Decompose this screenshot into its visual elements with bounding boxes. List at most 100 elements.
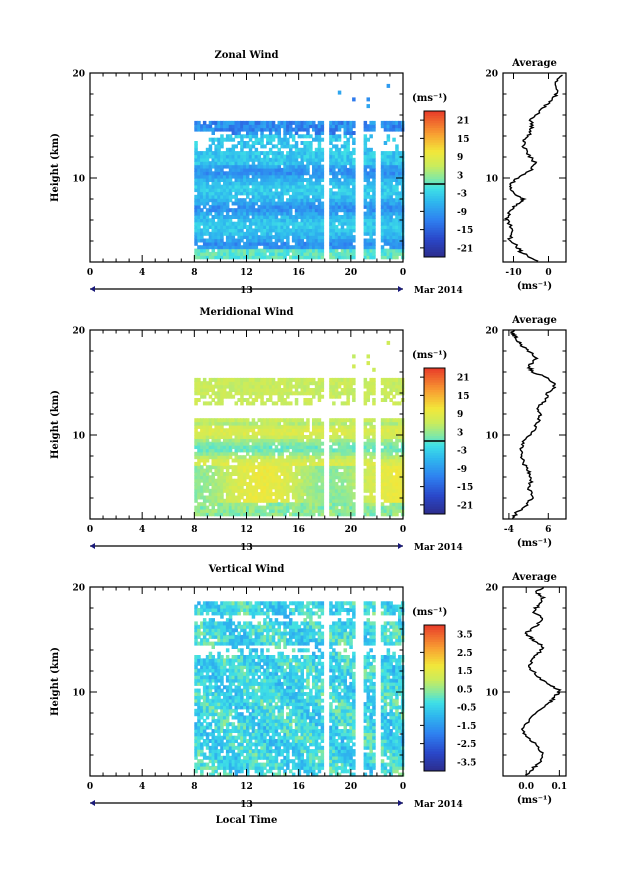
heatmap-cell (194, 621, 198, 626)
heatmap-cell (280, 167, 284, 172)
heatmap-cell (369, 215, 373, 219)
heatmap-cell (231, 505, 236, 510)
heatmap-cell (214, 391, 218, 396)
heatmap-cell (200, 604, 204, 609)
heatmap-cell (289, 512, 293, 517)
heatmap-cell (340, 208, 345, 213)
heatmap-cell (286, 215, 290, 219)
heatmap-cell (228, 394, 233, 399)
heatmap-cell (289, 215, 293, 219)
heatmap-cell (389, 188, 393, 193)
heatmap-cell (369, 465, 373, 470)
colorbar-segment (424, 208, 445, 212)
heatmap-cell (217, 381, 221, 386)
heatmap-cell (254, 421, 259, 426)
heatmap-cell (291, 488, 296, 493)
heatmap-cell (329, 241, 333, 246)
heatmap-cell (246, 238, 250, 243)
heatmap-cell (343, 381, 347, 386)
heatmap-cell (260, 181, 264, 186)
heatmap-cell (340, 428, 345, 433)
heatmap-cell (312, 120, 316, 125)
heatmap-cell (266, 475, 270, 480)
heatmap-cell (329, 181, 333, 186)
heatmap-cell (334, 194, 339, 199)
heatmap-cell (294, 488, 299, 493)
heatmap-cell (332, 475, 336, 480)
heatmap-cell (254, 512, 259, 517)
heatmap-cell (306, 231, 310, 236)
heatmap-cell (217, 451, 221, 456)
heatmap-cell (268, 174, 273, 179)
heatmap-cell (306, 211, 310, 216)
heatmap-cell (211, 251, 215, 256)
heatmap-cell (217, 478, 221, 483)
heatmap-cell (231, 188, 236, 193)
heatmap-cell (223, 472, 227, 476)
heatmap-cell (263, 231, 267, 236)
heatmap-cell (211, 702, 215, 707)
heatmap-cell (211, 255, 215, 260)
heatmap-cell (306, 451, 310, 456)
heatmap-cell (202, 765, 207, 770)
heatmap-cell (392, 455, 396, 460)
heatmap-cell (372, 248, 376, 253)
heatmap-cell (300, 161, 304, 166)
heatmap-cell (260, 438, 264, 443)
heatmap-cell (257, 478, 261, 483)
heatmap-cell (266, 204, 270, 209)
heatmap-cell (349, 388, 353, 392)
heatmap-cell (266, 151, 270, 156)
heatmap-cell (243, 502, 247, 507)
heatmap-cell (263, 120, 267, 125)
heatmap-cell (220, 441, 224, 446)
heatmap-cell (277, 198, 281, 203)
heatmap-cell (343, 428, 347, 433)
heatmap-cell (211, 641, 215, 646)
heatmap-cell (205, 441, 210, 446)
heatmap-cell (240, 485, 244, 490)
heatmap-cell (317, 208, 322, 213)
heatmap-cell (386, 211, 391, 216)
heatmap-cell (194, 488, 198, 493)
heatmap-cell (280, 512, 284, 517)
heatmap-cell (257, 451, 261, 456)
heatmap-cell (395, 221, 399, 226)
heatmap-cell (248, 120, 253, 125)
heatmap-cell (369, 198, 373, 203)
heatmap-cell (225, 157, 230, 162)
heatmap-cell (208, 702, 213, 707)
heatmap-cell (337, 231, 342, 236)
heatmap-cell (314, 448, 319, 453)
heatmap-cell (208, 191, 213, 196)
heatmap-cell (320, 458, 325, 463)
heatmap-cell (363, 498, 368, 503)
heatmap-cell (240, 171, 244, 176)
heatmap-cell (205, 631, 210, 636)
heatmap-cell (386, 485, 391, 490)
heatmap-cell (329, 231, 333, 236)
heatmap-cell (208, 482, 213, 486)
heatmap-cell (283, 441, 287, 446)
heatmap-cell (372, 398, 376, 402)
heatmap-cell (380, 451, 385, 456)
heatmap-cell (263, 184, 267, 189)
heatmap-cell (260, 381, 264, 386)
heatmap-cell (380, 218, 385, 223)
heatmap-cell (303, 465, 307, 470)
heatmap-cell (291, 458, 296, 463)
heatmap-cell (197, 485, 201, 490)
heatmap-cell (383, 164, 388, 169)
heatmap-cell (202, 401, 207, 406)
heatmap-cell (280, 157, 284, 162)
heatmap-cell (217, 485, 221, 490)
heatmap-cell (234, 238, 238, 243)
heatmap-cell (277, 124, 281, 129)
heatmap-cell (312, 458, 316, 463)
heatmap-cell (283, 215, 287, 219)
heatmap-cell (271, 171, 276, 176)
heatmap-cell (300, 468, 304, 473)
heatmap-cell (214, 164, 218, 169)
heatmap-cell (228, 508, 233, 513)
heatmap-cell (383, 421, 388, 426)
